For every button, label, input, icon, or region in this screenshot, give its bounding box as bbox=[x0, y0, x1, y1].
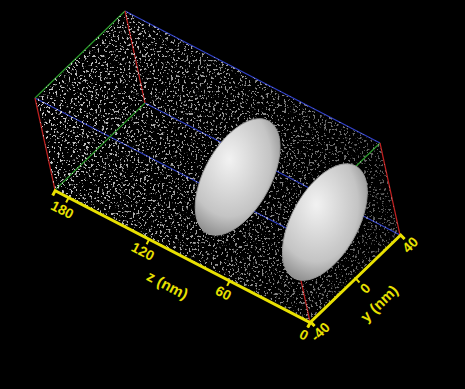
y-axis: -40 0 40 y (nm) bbox=[303, 229, 436, 360]
tick-label: 60 bbox=[213, 282, 234, 303]
tick: 0 bbox=[353, 275, 374, 296]
tick: -40 bbox=[303, 314, 333, 344]
chart: 0 60 120 180 z (nm) -40 0 40 y (nm) bbox=[0, 0, 465, 389]
atom-cloud bbox=[0, 0, 465, 389]
tick: 180 bbox=[48, 192, 79, 222]
tick-label: 0 bbox=[357, 280, 374, 297]
tick-label: -40 bbox=[307, 319, 333, 345]
isosurface bbox=[195, 119, 280, 235]
background bbox=[0, 0, 465, 389]
tick: 40 bbox=[395, 229, 422, 256]
z-axis: 060120180z (nm) bbox=[37, 190, 314, 360]
plot-area bbox=[0, 0, 465, 389]
tick-label: 120 bbox=[129, 239, 157, 264]
axis-title: y (nm) bbox=[357, 282, 401, 326]
tick: 60 bbox=[213, 277, 237, 304]
axis-title: z (nm) bbox=[144, 267, 191, 302]
axis-line bbox=[53, 191, 311, 328]
axis-line bbox=[311, 235, 405, 326]
tick-label: 40 bbox=[399, 233, 421, 255]
isosurface bbox=[282, 164, 367, 280]
tick: 120 bbox=[129, 233, 160, 263]
tick-label: 180 bbox=[48, 197, 76, 222]
